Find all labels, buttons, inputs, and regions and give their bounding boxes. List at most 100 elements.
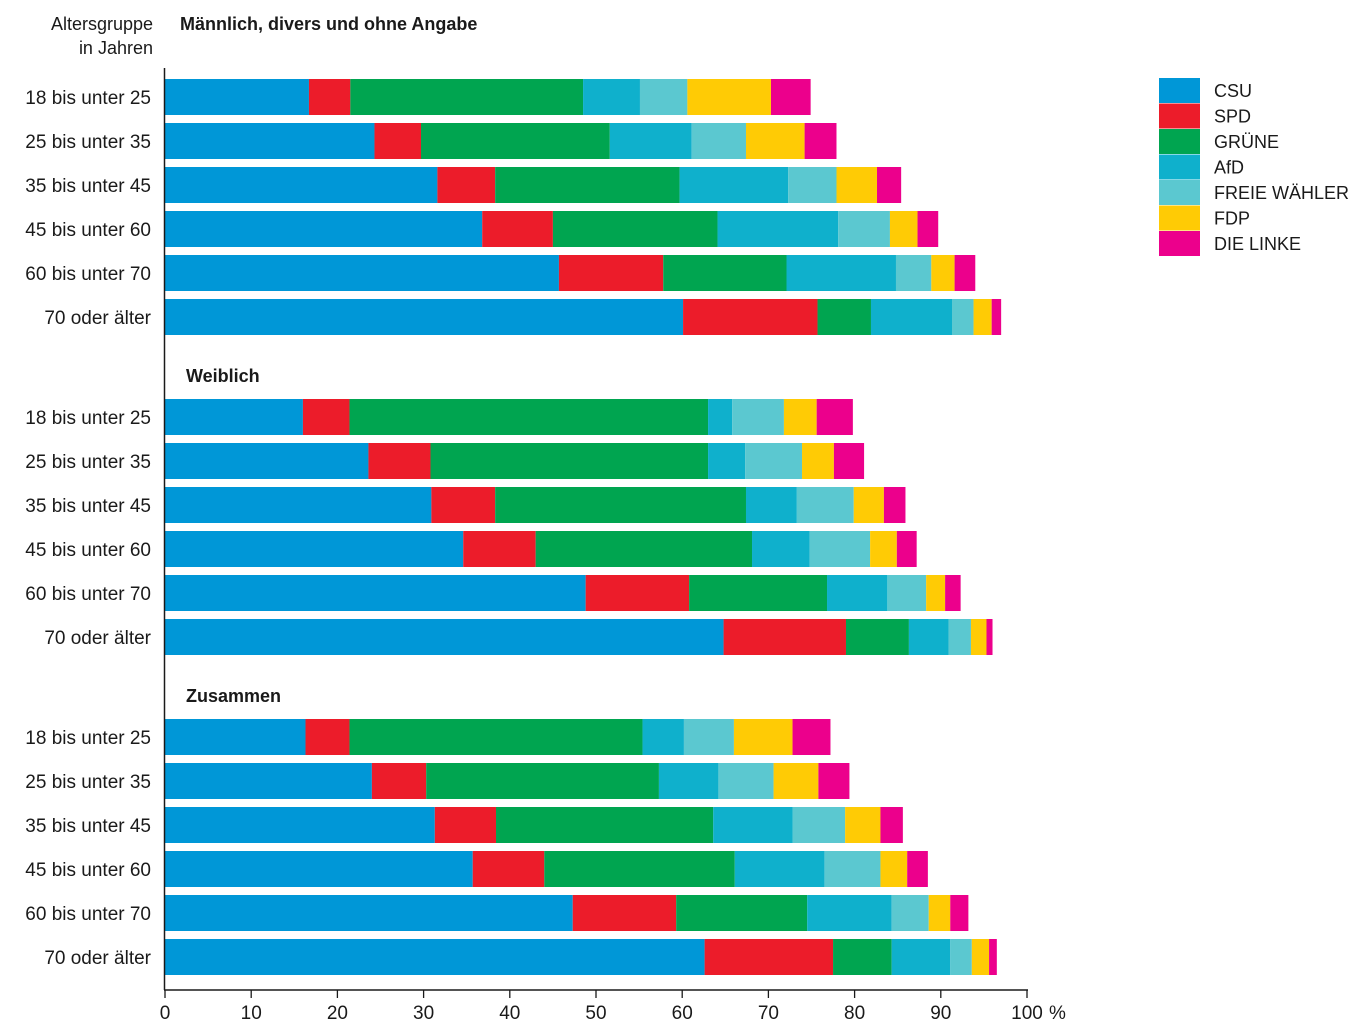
bar-segment-freie-wähler bbox=[639, 79, 688, 115]
bar-segment-freie-wähler bbox=[809, 531, 871, 567]
bar-segment-afd bbox=[870, 299, 953, 335]
bar-segment-csu bbox=[165, 79, 309, 115]
bar-segment-die-linke bbox=[883, 487, 906, 523]
bar-segment-fdp bbox=[971, 939, 990, 975]
bar-segment-afd bbox=[807, 895, 892, 931]
bar-segment-csu bbox=[165, 487, 432, 523]
category-label: 45 bis unter 60 bbox=[25, 860, 151, 881]
bar-group: Zusammen 18 bis unter 25 25 bis unter 35 35… bbox=[25, 686, 997, 975]
x-tick-label: 10 bbox=[241, 1003, 262, 1023]
bar-segment-fdp bbox=[783, 399, 817, 435]
legend-label: GRÜNE bbox=[1214, 132, 1279, 152]
bar-segment-die-linke bbox=[833, 443, 865, 479]
bar-segment-afd bbox=[708, 443, 746, 479]
bar-segment-csu bbox=[165, 895, 573, 931]
category-label: 70 oder älter bbox=[44, 948, 151, 969]
legend-swatch bbox=[1159, 78, 1200, 103]
bar-segment-afd bbox=[658, 763, 719, 799]
bar-segment-grüne bbox=[552, 211, 718, 247]
bar-segment-afd bbox=[786, 255, 896, 291]
x-tick-label: 50 bbox=[585, 1003, 606, 1023]
bar-segment-fdp bbox=[973, 299, 992, 335]
bar-segment-freie-wähler bbox=[796, 487, 854, 523]
bar-segment-freie-wähler bbox=[745, 443, 803, 479]
group-title: Männlich, divers und ohne Angabe bbox=[180, 14, 477, 34]
bar-segment-fdp bbox=[802, 443, 834, 479]
bar-segment-afd bbox=[908, 619, 949, 655]
bar-segment-spd bbox=[463, 531, 536, 567]
bar-segment-spd bbox=[305, 719, 350, 755]
x-axis-unit: % bbox=[1049, 1003, 1066, 1023]
bar-segment-die-linke bbox=[907, 851, 928, 887]
bar-segment-csu bbox=[165, 807, 435, 843]
bar-segment-freie-wähler bbox=[887, 575, 927, 611]
legend-label: SPD bbox=[1214, 107, 1251, 127]
bar-segment-spd bbox=[434, 807, 497, 843]
bar-segment-grüne bbox=[430, 443, 709, 479]
bar-segment-csu bbox=[165, 851, 473, 887]
category-label: 18 bis unter 25 bbox=[25, 408, 151, 429]
bar-segment-spd bbox=[585, 575, 690, 611]
legend-swatch bbox=[1159, 231, 1200, 256]
bar-segment-spd bbox=[302, 399, 350, 435]
legend-swatch bbox=[1159, 205, 1200, 231]
category-label: 45 bis unter 60 bbox=[25, 540, 151, 561]
bar-segment-grüne bbox=[495, 167, 680, 203]
bar-segment-grüne bbox=[544, 851, 735, 887]
group-title: Zusammen bbox=[186, 686, 281, 706]
bar-segment-freie-wähler bbox=[788, 167, 837, 203]
bar-segment-csu bbox=[165, 763, 372, 799]
bar-segment-spd bbox=[437, 167, 496, 203]
bar-segment-freie-wähler bbox=[838, 211, 890, 247]
bar-segment-die-linke bbox=[954, 255, 976, 291]
bar-segment-die-linke bbox=[818, 763, 850, 799]
legend-label: CSU bbox=[1214, 81, 1252, 101]
bar-segment-freie-wähler bbox=[683, 719, 734, 755]
bar-segment-spd bbox=[723, 619, 846, 655]
group-title: Weiblich bbox=[186, 366, 260, 386]
bar-segment-fdp bbox=[773, 763, 819, 799]
bar-segment-spd bbox=[368, 443, 431, 479]
bar-segment-die-linke bbox=[945, 575, 961, 611]
bar-segment-csu bbox=[165, 255, 559, 291]
category-label: 35 bis unter 45 bbox=[25, 816, 151, 837]
bar-segment-die-linke bbox=[986, 619, 993, 655]
bar-segment-die-linke bbox=[804, 123, 837, 159]
bar-segment-grüne bbox=[349, 719, 643, 755]
bar-segment-spd bbox=[572, 895, 677, 931]
bar-segment-afd bbox=[708, 399, 733, 435]
bar-segment-csu bbox=[165, 443, 369, 479]
category-label: 45 bis unter 60 bbox=[25, 220, 151, 241]
bar-segment-grüne bbox=[349, 399, 709, 435]
bar-segment-die-linke bbox=[917, 211, 939, 247]
bar-segment-grüne bbox=[421, 123, 610, 159]
bar-segment-afd bbox=[734, 851, 825, 887]
bar-segment-die-linke bbox=[991, 299, 1002, 335]
bar-segment-afd bbox=[583, 79, 640, 115]
bar-segment-fdp bbox=[845, 807, 881, 843]
bar-segment-grüne bbox=[495, 487, 746, 523]
x-tick-label: 20 bbox=[327, 1003, 348, 1023]
bar-segment-afd bbox=[717, 211, 839, 247]
bar-segment-fdp bbox=[970, 619, 987, 655]
category-label: 35 bis unter 45 bbox=[25, 176, 151, 197]
bar-segment-afd bbox=[679, 167, 789, 203]
bar-segment-die-linke bbox=[896, 531, 917, 567]
bar-segment-grüne bbox=[833, 939, 892, 975]
bar-segment-die-linke bbox=[950, 895, 969, 931]
bar-segment-csu bbox=[165, 619, 724, 655]
bar-segment-csu bbox=[165, 719, 306, 755]
category-label: 60 bis unter 70 bbox=[25, 904, 151, 925]
category-label: 60 bis unter 70 bbox=[25, 264, 151, 285]
bar-segment-die-linke bbox=[792, 719, 831, 755]
bar-segment-freie-wähler bbox=[952, 299, 974, 335]
bar-segment-freie-wähler bbox=[895, 255, 932, 291]
bar-segment-grüne bbox=[689, 575, 828, 611]
bar-segment-fdp bbox=[880, 851, 908, 887]
x-tick-label: 70 bbox=[758, 1003, 779, 1023]
category-label: 25 bis unter 35 bbox=[25, 452, 151, 473]
x-tick-label: 90 bbox=[930, 1003, 951, 1023]
bar-segment-freie-wähler bbox=[948, 619, 971, 655]
legend-label: FDP bbox=[1214, 209, 1250, 229]
bar-segment-csu bbox=[165, 531, 464, 567]
